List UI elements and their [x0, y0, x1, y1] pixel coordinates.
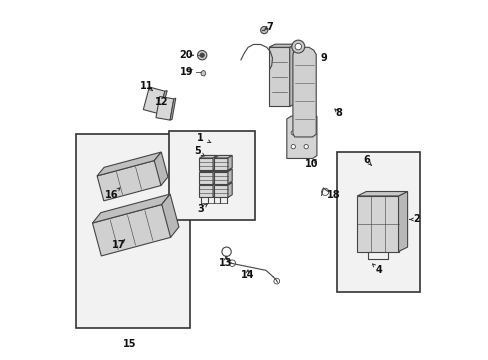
Polygon shape: [227, 183, 232, 197]
Polygon shape: [170, 98, 175, 120]
Text: 18: 18: [326, 190, 340, 200]
Polygon shape: [199, 172, 213, 184]
Polygon shape: [289, 44, 295, 107]
Polygon shape: [213, 156, 217, 170]
Polygon shape: [199, 156, 217, 158]
Polygon shape: [97, 152, 161, 176]
Text: 16: 16: [105, 190, 118, 200]
Polygon shape: [357, 196, 398, 252]
Text: 10: 10: [305, 159, 318, 169]
Polygon shape: [213, 183, 217, 197]
Text: 3: 3: [197, 204, 203, 215]
Polygon shape: [97, 161, 161, 201]
Polygon shape: [154, 152, 167, 185]
Polygon shape: [268, 47, 289, 107]
Text: 15: 15: [123, 339, 136, 349]
Polygon shape: [199, 185, 213, 197]
Text: 7: 7: [265, 22, 272, 32]
Text: 11: 11: [140, 81, 153, 91]
Text: 19: 19: [179, 67, 193, 77]
Text: 1: 1: [197, 133, 203, 143]
Bar: [156, 96, 173, 120]
Text: 17: 17: [111, 240, 125, 250]
Polygon shape: [199, 158, 213, 170]
Polygon shape: [92, 194, 170, 223]
Circle shape: [260, 27, 267, 34]
Text: 2: 2: [412, 215, 419, 224]
Text: 4: 4: [375, 265, 382, 275]
Circle shape: [197, 50, 206, 60]
Text: 12: 12: [155, 97, 168, 107]
Polygon shape: [92, 204, 170, 256]
Polygon shape: [398, 192, 407, 252]
Polygon shape: [286, 116, 316, 158]
Circle shape: [294, 43, 301, 50]
Polygon shape: [292, 47, 316, 137]
Polygon shape: [268, 44, 295, 47]
Polygon shape: [357, 192, 407, 196]
Bar: [143, 87, 164, 114]
Polygon shape: [227, 156, 232, 170]
Text: 8: 8: [334, 108, 341, 118]
Circle shape: [304, 144, 308, 149]
Bar: [76, 134, 190, 328]
Polygon shape: [214, 158, 227, 170]
Text: 9: 9: [319, 53, 326, 63]
Text: 13: 13: [219, 258, 232, 268]
Polygon shape: [227, 169, 232, 184]
Polygon shape: [214, 169, 232, 172]
Polygon shape: [199, 169, 217, 172]
Circle shape: [290, 144, 295, 149]
Circle shape: [291, 40, 304, 53]
Polygon shape: [159, 91, 167, 114]
Text: 6: 6: [362, 155, 369, 165]
Circle shape: [304, 131, 308, 135]
Circle shape: [290, 131, 295, 135]
Polygon shape: [201, 70, 205, 76]
Polygon shape: [213, 169, 217, 184]
Text: 14: 14: [240, 270, 254, 280]
Bar: [336, 152, 419, 292]
Polygon shape: [214, 183, 232, 185]
Polygon shape: [162, 194, 179, 237]
Polygon shape: [214, 156, 232, 158]
Polygon shape: [214, 172, 227, 184]
Bar: [169, 131, 255, 220]
Circle shape: [200, 53, 204, 57]
Polygon shape: [199, 183, 217, 185]
Text: 20: 20: [179, 50, 193, 60]
Text: 5: 5: [193, 145, 200, 156]
Polygon shape: [214, 185, 227, 197]
